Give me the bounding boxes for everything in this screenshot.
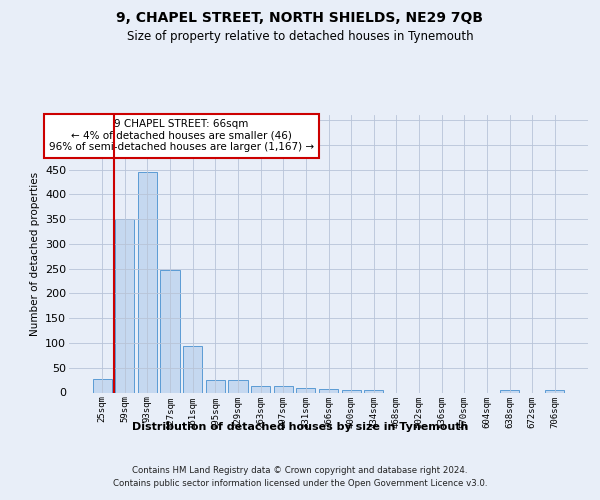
Bar bbox=[138, 172, 157, 392]
Text: Size of property relative to detached houses in Tynemouth: Size of property relative to detached ho… bbox=[127, 30, 473, 43]
Bar bbox=[115, 219, 134, 392]
Text: 9, CHAPEL STREET, NORTH SHIELDS, NE29 7QB: 9, CHAPEL STREET, NORTH SHIELDS, NE29 7Q… bbox=[116, 11, 484, 25]
Bar bbox=[364, 390, 383, 392]
Text: 9 CHAPEL STREET: 66sqm
← 4% of detached houses are smaller (46)
96% of semi-deta: 9 CHAPEL STREET: 66sqm ← 4% of detached … bbox=[49, 119, 314, 152]
Bar bbox=[160, 270, 180, 392]
Bar bbox=[229, 380, 248, 392]
Bar bbox=[296, 388, 316, 392]
Bar bbox=[319, 388, 338, 392]
Bar bbox=[206, 380, 225, 392]
Bar bbox=[183, 346, 202, 393]
Bar bbox=[500, 390, 519, 392]
Y-axis label: Number of detached properties: Number of detached properties bbox=[29, 172, 40, 336]
Bar bbox=[251, 386, 270, 392]
Bar bbox=[274, 386, 293, 392]
Text: Distribution of detached houses by size in Tynemouth: Distribution of detached houses by size … bbox=[132, 422, 468, 432]
Bar bbox=[341, 390, 361, 392]
Bar bbox=[92, 378, 112, 392]
Text: Contains public sector information licensed under the Open Government Licence v3: Contains public sector information licen… bbox=[113, 479, 487, 488]
Text: Contains HM Land Registry data © Crown copyright and database right 2024.: Contains HM Land Registry data © Crown c… bbox=[132, 466, 468, 475]
Bar bbox=[545, 390, 565, 392]
